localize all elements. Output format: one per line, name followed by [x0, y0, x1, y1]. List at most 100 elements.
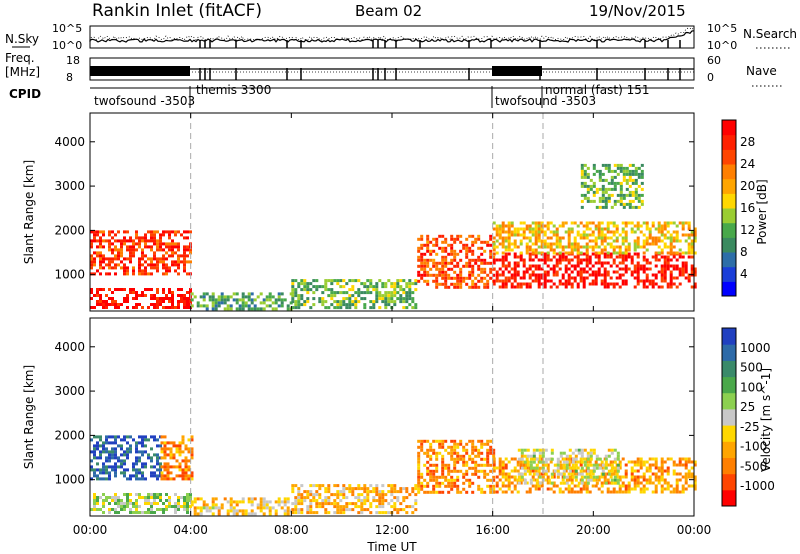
power-cell: [189, 230, 192, 234]
power-cell: [586, 166, 590, 170]
power-cell: [468, 258, 472, 262]
velocity-cell: [465, 463, 469, 467]
power-cell: [441, 267, 445, 271]
velocity-cell: [456, 478, 460, 482]
power-cell: [582, 270, 586, 274]
power-cell: [591, 245, 595, 249]
power-cell: [588, 282, 592, 286]
power-cell: [93, 306, 96, 309]
power-cell: [516, 230, 520, 234]
velocity-cell: [666, 466, 670, 470]
power-cell: [537, 233, 541, 237]
power-cell: [247, 292, 251, 296]
velocity-cell: [153, 474, 156, 478]
velocity-cell: [108, 477, 111, 481]
velocity-cell: [589, 463, 593, 467]
power-cell: [378, 297, 382, 301]
power-cell: [552, 282, 556, 286]
velocity-cell: [102, 505, 105, 508]
power-cell: [693, 236, 697, 240]
velocity-cell: [333, 493, 337, 497]
power-cell: [420, 264, 424, 268]
power-cell: [684, 264, 688, 268]
velocity-cell: [159, 499, 162, 502]
power-cell: [531, 270, 535, 274]
velocity-cell: [645, 466, 649, 470]
velocity-cell: [417, 475, 421, 479]
velocity-cell: [520, 466, 524, 470]
velocity-cell: [618, 466, 622, 470]
velocity-cell: [426, 484, 430, 488]
power-cell: [600, 251, 604, 255]
velocity-cell: [309, 502, 313, 506]
power-colorbar-cell-tick: 12: [740, 223, 755, 237]
velocity-cell: [498, 478, 502, 482]
power-cell: [147, 263, 150, 267]
velocity-cell: [99, 444, 102, 448]
power-cell: [519, 242, 523, 246]
power-cell: [438, 246, 442, 250]
power-cell: [645, 285, 649, 289]
power-cell: [640, 175, 644, 179]
power-ylabel: Slant Range [km]: [22, 160, 36, 264]
power-cell: [657, 236, 661, 240]
velocity-cell: [660, 490, 664, 494]
power-cell: [660, 276, 664, 280]
velocity-cell: [108, 474, 111, 478]
velocity-cell: [120, 465, 123, 469]
power-cell: [99, 300, 102, 303]
power-cell: [531, 279, 535, 283]
velocity-cell: [126, 453, 129, 457]
power-cell: [489, 252, 493, 256]
velocity-cell: [675, 487, 679, 491]
power-cell: [597, 258, 601, 262]
velocity-cell: [138, 511, 141, 514]
velocity-cell: [414, 487, 418, 491]
power-cell: [105, 306, 108, 309]
power-cell: [645, 239, 649, 243]
power-cell: [501, 236, 505, 240]
power-cell: [580, 184, 584, 188]
velocity-cell: [184, 465, 188, 469]
power-cell: [108, 260, 111, 264]
velocity-cell: [529, 460, 533, 464]
velocity-cell: [309, 493, 313, 497]
power-colorbar-cell-tick: 4: [740, 267, 748, 281]
velocity-cell: [486, 454, 490, 458]
velocity-cell: [459, 490, 463, 494]
velocity-cell: [96, 496, 99, 499]
velocity-cell: [90, 438, 93, 442]
power-cell: [543, 282, 547, 286]
velocity-cell: [426, 460, 430, 464]
power-cell: [678, 270, 682, 274]
velocity-cell: [411, 511, 415, 515]
velocity-cell: [585, 460, 589, 464]
velocity-cell: [435, 475, 439, 479]
velocity-cell: [606, 481, 610, 485]
velocity-cell: [645, 460, 649, 464]
power-cell: [165, 266, 168, 270]
velocity-cell: [357, 484, 361, 488]
power-cell: [654, 258, 658, 262]
power-cell: [597, 267, 601, 271]
power-cell: [399, 288, 403, 292]
velocity-cell: [565, 466, 569, 470]
power-cell: [432, 258, 436, 262]
velocity-cell: [90, 459, 93, 463]
velocity-cell: [604, 454, 608, 458]
power-cell: [591, 264, 595, 268]
power-cell: [663, 279, 667, 283]
velocity-cell: [435, 463, 439, 467]
power-cell: [283, 298, 287, 302]
power-cell: [465, 276, 469, 280]
power-cell: [477, 234, 481, 238]
power-cell: [168, 291, 171, 294]
power-cell: [480, 270, 484, 274]
power-cell: [405, 306, 409, 310]
velocity-cell: [654, 457, 658, 461]
power-cell: [190, 298, 194, 302]
velocity-cell: [286, 509, 290, 513]
velocity-cell: [693, 481, 697, 485]
velocity-cell: [600, 475, 604, 479]
power-cell: [570, 276, 574, 280]
